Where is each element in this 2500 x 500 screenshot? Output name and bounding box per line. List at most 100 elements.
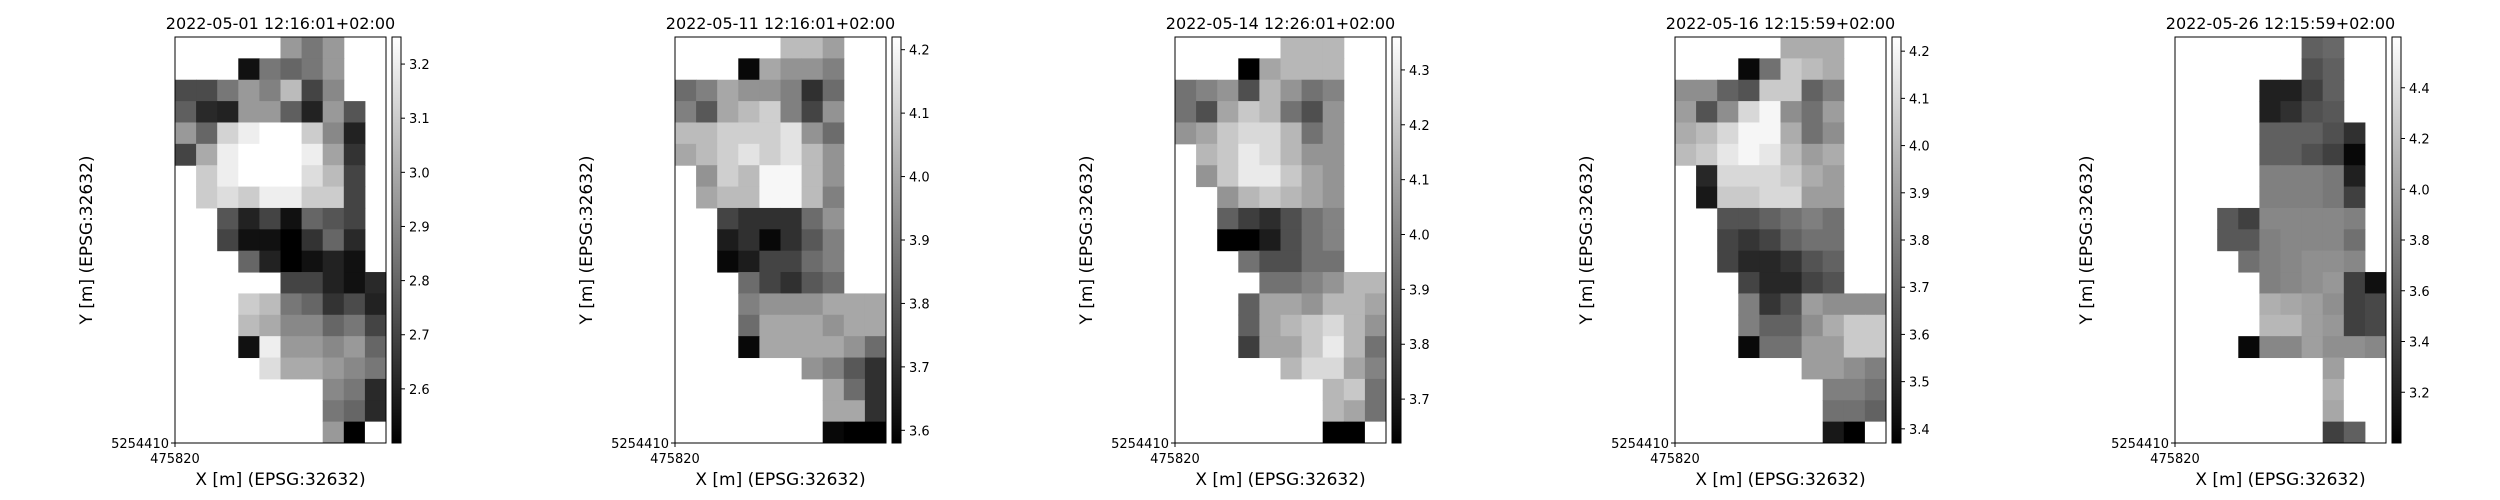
heatmap-cell xyxy=(2322,378,2345,401)
heatmap-cell xyxy=(1801,314,1824,337)
heatmap-cell xyxy=(1738,293,1760,316)
heatmap-cell xyxy=(1801,58,1824,81)
heatmap-cell xyxy=(322,37,345,59)
heatmap-cell xyxy=(259,357,281,380)
heatmap-cell xyxy=(1780,122,1803,145)
heatmap-cell xyxy=(2280,143,2303,166)
colorbar-tick-label: 3.6 xyxy=(909,424,930,439)
heatmap-cell xyxy=(801,165,824,188)
heatmap-cell xyxy=(322,186,345,209)
heatmap-cell xyxy=(2280,336,2303,359)
heatmap-cell xyxy=(322,101,345,123)
heatmap-cell xyxy=(801,314,824,337)
heatmap-cell xyxy=(217,186,239,209)
heatmap-cells xyxy=(175,37,387,444)
heatmap-cell xyxy=(343,400,366,423)
heatmap-cell xyxy=(1301,122,1324,145)
heatmap-cell xyxy=(1238,122,1260,145)
heatmap-cells xyxy=(675,37,887,444)
heatmap-cell xyxy=(1280,143,1303,166)
heatmap-cell xyxy=(343,165,366,188)
heatmap-cell xyxy=(2280,314,2303,337)
heatmap-cell xyxy=(1822,186,1845,209)
heatmap-cell xyxy=(343,122,366,145)
colorbar-tick-label: 3.7 xyxy=(1409,393,1430,408)
heatmap-cell xyxy=(1822,79,1845,102)
heatmap-cell xyxy=(280,229,303,252)
heatmap-cell xyxy=(301,272,324,294)
heatmap-cell xyxy=(1738,229,1760,252)
heatmap-cell xyxy=(1696,186,1718,209)
heatmap-cell xyxy=(696,122,718,145)
axes-frame xyxy=(674,36,887,444)
heatmap-cell xyxy=(822,186,845,209)
heatmap-cell xyxy=(2322,58,2345,81)
heatmap-cell xyxy=(1259,229,1281,252)
colorbar-tick-label: 4.1 xyxy=(909,107,930,122)
heatmap-cell xyxy=(2322,79,2345,102)
heatmap-cell xyxy=(801,58,824,81)
heatmap-cell xyxy=(1738,122,1760,145)
colorbar xyxy=(391,36,402,444)
heatmap-cell xyxy=(2322,101,2345,123)
heatmap-cell xyxy=(1864,400,1887,423)
heatmap-cell xyxy=(822,165,845,188)
heatmap-cell xyxy=(1175,101,1197,123)
heatmap-cell xyxy=(843,378,866,401)
colorbar-tick-label: 2.6 xyxy=(409,383,430,398)
heatmap-cell xyxy=(238,143,260,166)
heatmap-cell xyxy=(717,229,739,252)
heatmap-cell xyxy=(1322,79,1345,102)
colorbar-tick-label: 3.7 xyxy=(1909,281,1930,296)
heatmap-cell xyxy=(238,165,260,188)
heatmap-cell xyxy=(822,272,845,294)
heatmap-cell xyxy=(322,336,345,359)
heatmap-cell xyxy=(280,336,303,359)
colorbar-tick-label: 4.2 xyxy=(909,44,930,59)
heatmap-cell xyxy=(864,357,887,380)
heatmap-cell xyxy=(1364,421,1387,444)
heatmap-cell xyxy=(2322,314,2345,337)
heatmap-cell xyxy=(1322,122,1345,145)
heatmap-cell xyxy=(2301,37,2324,59)
heatmap-cell xyxy=(343,186,366,209)
heatmap-cell xyxy=(1801,272,1824,294)
heatmap-cell xyxy=(301,101,324,123)
heatmap-cell xyxy=(1343,357,1366,380)
heatmap-cell xyxy=(759,122,781,145)
heatmap-cell xyxy=(1759,336,1781,359)
heatmap-cell xyxy=(1280,357,1303,380)
heatmap-cell xyxy=(2343,314,2366,337)
heatmap-cell xyxy=(1322,421,1345,444)
heatmap-cell xyxy=(1759,293,1781,316)
heatmap-cell xyxy=(2301,186,2324,209)
heatmap-cell xyxy=(864,293,887,316)
heatmap-cell xyxy=(738,336,760,359)
y-axis-label: Y [m] (EPSG:32632) xyxy=(577,155,597,325)
heatmap-cell xyxy=(1280,165,1303,188)
x-tick-label: 475820 xyxy=(650,452,700,467)
heatmap-cell xyxy=(364,336,387,359)
heatmap-cell xyxy=(822,101,845,123)
y-axis-label: Y [m] (EPSG:32632) xyxy=(2077,155,2097,325)
heatmap-cell xyxy=(1717,143,1739,166)
heatmap-cell xyxy=(1196,122,1218,145)
x-axis-label: X [m] (EPSG:32632) xyxy=(195,470,365,490)
heatmap-cell xyxy=(801,79,824,102)
heatmap-cell xyxy=(1780,207,1803,230)
heatmap-cell xyxy=(1301,37,1324,59)
heatmap-cell xyxy=(1843,357,1866,380)
heatmap-cell xyxy=(1696,122,1718,145)
heatmap-cell xyxy=(280,186,303,209)
heatmap-cell xyxy=(1864,314,1887,337)
heatmap-cell xyxy=(1675,122,1697,145)
heatmap-cell xyxy=(1759,122,1781,145)
heatmap-cell xyxy=(822,207,845,230)
heatmap-cell xyxy=(1301,101,1324,123)
heatmap-cell xyxy=(1780,272,1803,294)
heatmap-cell xyxy=(2301,314,2324,337)
heatmap-cell xyxy=(1759,207,1781,230)
heatmap-cell xyxy=(1217,122,1239,145)
heatmap-cell xyxy=(2259,186,2281,209)
heatmap-cell xyxy=(759,58,781,81)
